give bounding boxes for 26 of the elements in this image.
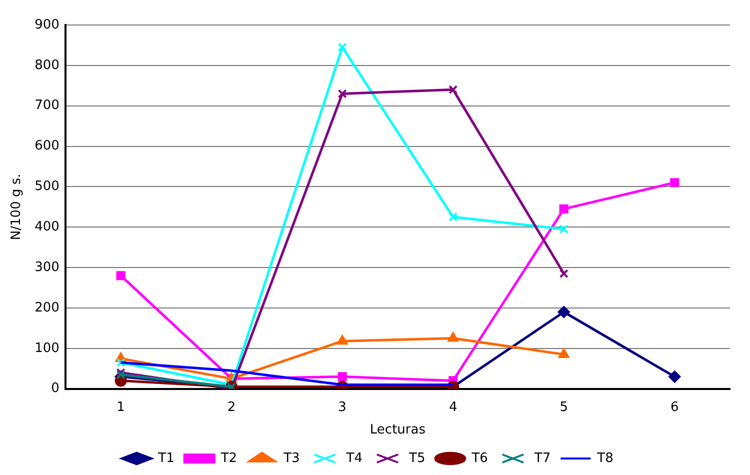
legend-label: T8: [596, 450, 614, 466]
y-tick-label: 800: [34, 58, 60, 73]
y-tick-label: 200: [34, 300, 60, 316]
y-tick-label: 900: [34, 17, 60, 32]
x-tick-label: 4: [448, 400, 458, 415]
x-tick-label: 5: [560, 400, 568, 415]
y-tick-label: 600: [34, 138, 60, 154]
legend-label: T1: [157, 450, 174, 466]
y-axis-title: N/100 g s.: [9, 174, 24, 240]
x-axis-title: Lecturas: [370, 422, 426, 438]
legend-label: T7: [533, 450, 551, 466]
legend-label: T5: [408, 450, 426, 466]
x-tick-label: 1: [116, 400, 125, 415]
x-tick-label: 6: [670, 400, 679, 415]
y-tick-label: 100: [34, 340, 60, 356]
legend-label: T6: [470, 450, 488, 466]
y-tick-label: 0: [51, 381, 60, 396]
legend-label: T3: [282, 450, 300, 466]
legend-label: T2: [220, 450, 238, 466]
y-tick-label: 300: [34, 260, 60, 275]
legend-label: T4: [345, 450, 363, 466]
y-tick-label: 400: [34, 219, 60, 234]
y-tick-label: 700: [34, 98, 60, 114]
x-tick-label: 3: [338, 400, 346, 415]
x-tick-label: 2: [227, 400, 236, 415]
y-tick-label: 500: [34, 179, 60, 194]
